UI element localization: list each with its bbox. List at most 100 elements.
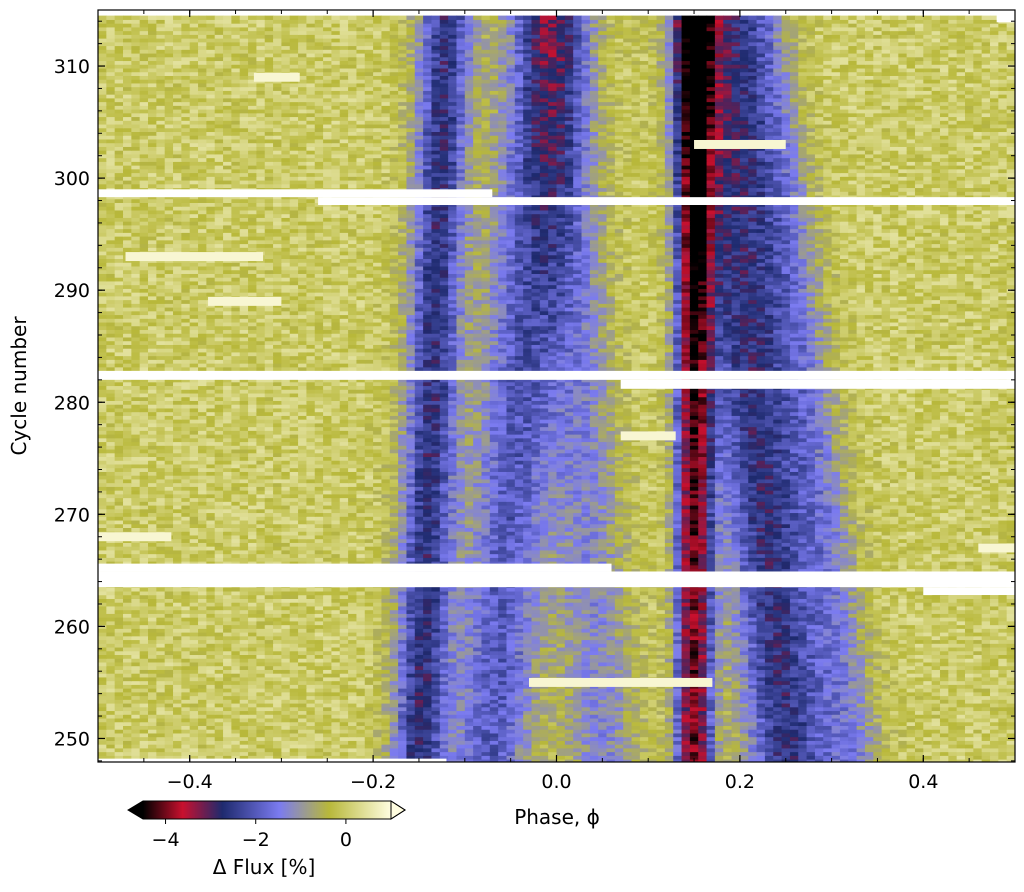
heatmap-cell — [465, 651, 474, 655]
heatmap-cell — [848, 688, 857, 692]
heatmap-cell — [348, 662, 357, 666]
heatmap-cell — [615, 625, 624, 629]
heatmap-cell — [898, 639, 907, 643]
heatmap-cell — [481, 718, 490, 722]
heatmap-cell — [131, 707, 140, 711]
heatmap-cell — [982, 744, 991, 748]
heatmap-cell — [223, 740, 232, 744]
heatmap-cell — [832, 740, 841, 744]
heatmap-cell — [665, 714, 674, 718]
heatmap-cell — [748, 606, 757, 610]
heatmap-cell — [973, 636, 982, 640]
heatmap-cell — [657, 707, 666, 711]
heatmap-cell — [448, 610, 457, 614]
heatmap-cell — [798, 692, 807, 696]
heatmap-cell — [331, 610, 340, 614]
heatmap-cell — [340, 707, 349, 711]
heatmap-cell — [215, 632, 224, 636]
heatmap-cell — [298, 669, 307, 673]
heatmap-cell — [123, 748, 132, 752]
heatmap-cell — [506, 684, 515, 688]
heatmap-cell — [848, 696, 857, 700]
heatmap-cell — [690, 628, 699, 632]
heatmap-cell — [673, 632, 682, 636]
heatmap-cell — [531, 643, 540, 647]
heatmap-cell — [790, 688, 799, 692]
heatmap-cell — [790, 598, 799, 602]
heatmap-cell — [832, 610, 841, 614]
heatmap-cell — [181, 613, 190, 617]
heatmap-cell — [248, 658, 257, 662]
heatmap-cell — [982, 654, 991, 658]
heatmap-cell — [790, 613, 799, 617]
heatmap-cell — [398, 632, 407, 636]
heatmap-cell — [365, 643, 374, 647]
heatmap-cell — [782, 639, 791, 643]
heatmap-cell — [848, 714, 857, 718]
heatmap-cell — [682, 718, 691, 722]
heatmap-cell — [798, 737, 807, 741]
heatmap-cell — [590, 647, 599, 651]
heatmap-cell — [757, 755, 766, 759]
heatmap-cell — [715, 643, 724, 647]
heatmap-cell — [582, 636, 591, 640]
heatmap-cell — [273, 737, 282, 741]
heatmap-cell — [998, 654, 1007, 658]
heatmap-cell — [732, 696, 741, 700]
heatmap-cell — [531, 628, 540, 632]
heatmap-cell — [1007, 606, 1016, 610]
heatmap-cell — [223, 625, 232, 629]
heatmap-cell — [248, 602, 257, 606]
heatmap-cell — [623, 740, 632, 744]
heatmap-cell — [515, 748, 524, 752]
heatmap-cell — [465, 696, 474, 700]
heatmap-cell — [298, 714, 307, 718]
heatmap-cell — [790, 639, 799, 643]
heatmap-cell — [473, 759, 482, 763]
heatmap-cell — [298, 692, 307, 696]
heatmap-cell — [290, 688, 299, 692]
heatmap-cell — [206, 673, 215, 677]
heatmap-cell — [698, 613, 707, 617]
heatmap-cell — [215, 710, 224, 714]
heatmap-cell — [590, 617, 599, 621]
heatmap-cell — [598, 752, 607, 756]
heatmap-cell — [215, 684, 224, 688]
heatmap-cell — [632, 651, 641, 655]
heatmap-cell — [898, 703, 907, 707]
heatmap-cell — [548, 744, 557, 748]
heatmap-cell — [790, 654, 799, 658]
heatmap-cell — [148, 613, 157, 617]
heatmap-cell — [281, 606, 290, 610]
heatmap-cell — [715, 625, 724, 629]
heatmap-cell — [240, 666, 249, 670]
heatmap-cell — [565, 673, 574, 677]
heatmap-cell — [757, 673, 766, 677]
heatmap-cell — [265, 748, 274, 752]
heatmap-cell — [498, 647, 507, 651]
heatmap-cell — [415, 699, 424, 703]
heatmap-cell — [231, 684, 240, 688]
heatmap-cell — [190, 692, 199, 696]
heatmap-cell — [1007, 684, 1016, 688]
heatmap-cell — [331, 714, 340, 718]
heatmap-cell — [331, 744, 340, 748]
heatmap-cell — [356, 707, 365, 711]
heatmap-cell — [398, 651, 407, 655]
heatmap-cell — [290, 684, 299, 688]
heatmap-cell — [315, 729, 324, 733]
heatmap-cell — [598, 699, 607, 703]
heatmap-cell — [231, 725, 240, 729]
heatmap-cell — [557, 654, 566, 658]
heatmap-cell — [815, 725, 824, 729]
heatmap-cell — [673, 696, 682, 700]
heatmap-cell — [665, 673, 674, 677]
heatmap-cell — [890, 639, 899, 643]
heatmap-cell — [248, 636, 257, 640]
heatmap-cell — [381, 643, 390, 647]
heatmap-cell — [390, 595, 399, 599]
heatmap-cell — [598, 639, 607, 643]
heatmap-cell — [573, 647, 582, 651]
heatmap-cell — [465, 666, 474, 670]
heatmap-cell — [765, 617, 774, 621]
